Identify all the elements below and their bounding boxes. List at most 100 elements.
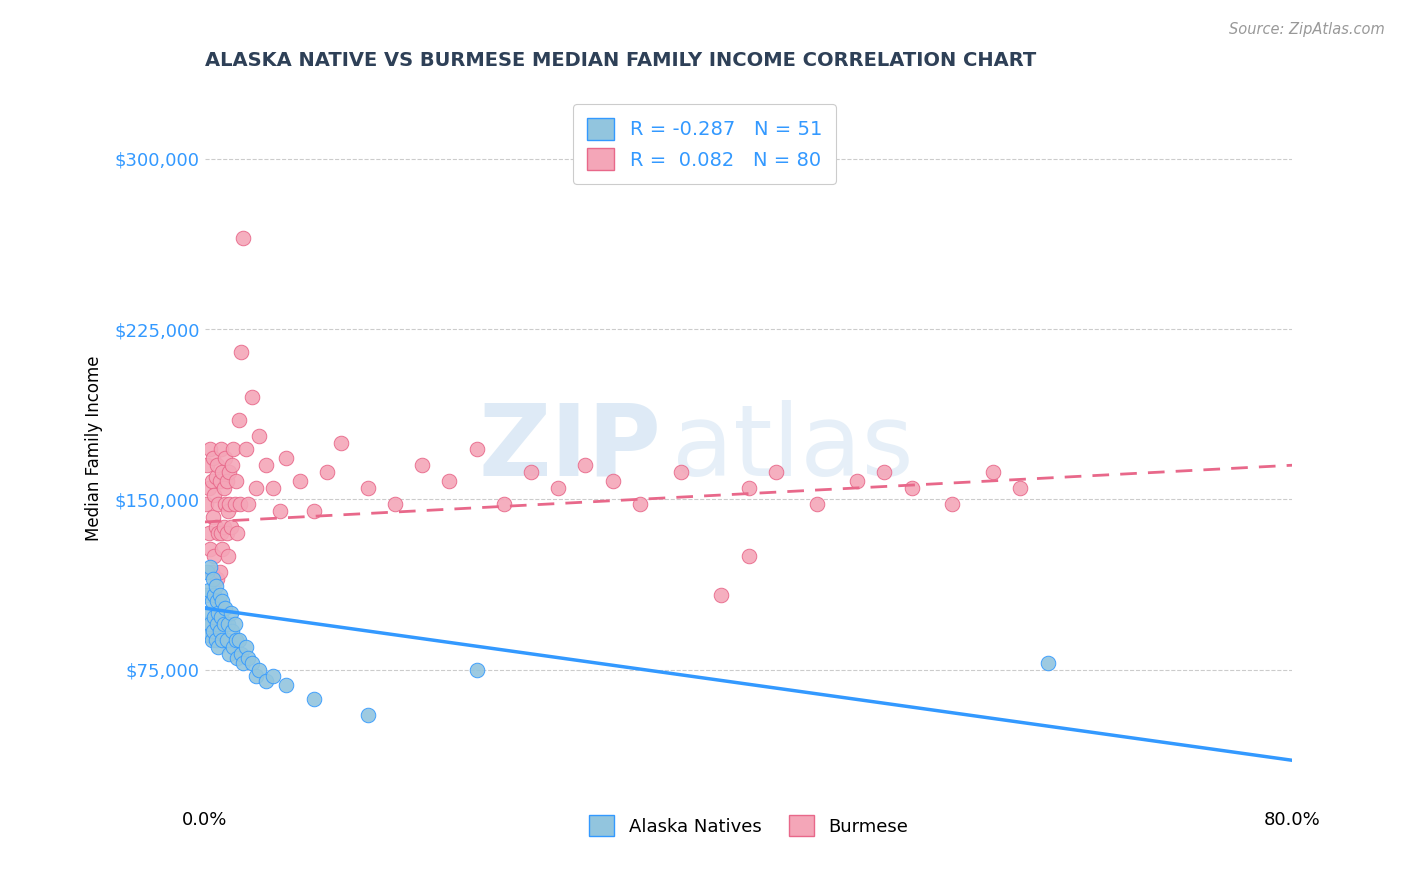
Point (231, 344, 253, 359)
Point (225, 474, 247, 488)
Point (247, 428, 270, 442)
Point (262, 669, 284, 683)
Point (411, 458, 433, 473)
Point (221, 458, 243, 473)
Point (1010, 481, 1032, 495)
Point (204, 469, 226, 483)
Point (254, 458, 277, 473)
Point (384, 497, 406, 511)
Point (238, 651, 260, 665)
Point (232, 231, 254, 245)
Point (218, 465, 240, 479)
Point (208, 565, 231, 579)
Point (846, 474, 869, 488)
Point (211, 542, 233, 557)
Point (204, 632, 226, 647)
Point (207, 606, 229, 620)
Legend: Alaska Natives, Burmese: Alaska Natives, Burmese (582, 808, 915, 843)
Point (765, 465, 787, 479)
Text: ZIP: ZIP (478, 400, 662, 497)
Point (202, 610, 225, 624)
Point (628, 497, 651, 511)
Point (202, 588, 225, 602)
Point (205, 594, 228, 608)
Point (214, 451, 236, 466)
Point (195, 588, 218, 602)
Point (209, 526, 232, 541)
Point (232, 656, 254, 670)
Point (195, 497, 218, 511)
Point (231, 647, 253, 661)
Point (1036, 656, 1059, 670)
Point (226, 651, 249, 665)
Point (211, 465, 233, 479)
Point (197, 565, 219, 579)
Point (200, 542, 222, 557)
Point (229, 497, 252, 511)
Point (207, 497, 229, 511)
Point (981, 465, 1004, 479)
Point (212, 519, 235, 533)
Point (198, 628, 221, 642)
Point (669, 465, 692, 479)
Point (201, 451, 224, 466)
Point (207, 526, 229, 541)
Text: ALASKA NATIVE VS BURMESE MEDIAN FAMILY INCOME CORRELATION CHART: ALASKA NATIVE VS BURMESE MEDIAN FAMILY I… (205, 51, 1036, 70)
Point (215, 632, 238, 647)
Point (208, 474, 231, 488)
Y-axis label: Median Family Income: Median Family Income (86, 355, 103, 541)
Point (221, 624, 243, 638)
Point (465, 663, 488, 677)
Point (217, 549, 239, 563)
Point (207, 640, 229, 654)
Point (276, 451, 298, 466)
Point (737, 549, 759, 563)
Point (547, 481, 569, 495)
Point (204, 519, 226, 533)
Point (520, 465, 543, 479)
Point (198, 526, 221, 541)
Point (212, 617, 235, 632)
Point (201, 510, 224, 524)
Point (806, 497, 828, 511)
Point (219, 519, 242, 533)
Point (222, 442, 245, 457)
Point (302, 503, 325, 517)
Point (900, 481, 922, 495)
Point (602, 474, 624, 488)
Point (214, 497, 236, 511)
Text: atlas: atlas (672, 400, 914, 497)
Point (212, 481, 235, 495)
Point (224, 497, 246, 511)
Point (941, 497, 963, 511)
Point (238, 497, 260, 511)
Point (208, 588, 231, 602)
Point (208, 624, 231, 638)
Point (357, 707, 380, 722)
Point (226, 526, 249, 541)
Point (197, 606, 219, 620)
Point (288, 474, 311, 488)
Point (225, 632, 247, 647)
Point (329, 435, 352, 450)
Point (247, 663, 270, 677)
Point (218, 497, 240, 511)
Point (873, 465, 896, 479)
Point (209, 442, 232, 457)
Point (205, 572, 228, 586)
Point (215, 474, 238, 488)
Point (240, 656, 263, 670)
Text: Source: ZipAtlas.com: Source: ZipAtlas.com (1229, 22, 1385, 37)
Point (211, 594, 233, 608)
Point (269, 503, 291, 517)
Point (222, 640, 245, 654)
Point (214, 601, 236, 615)
Point (245, 669, 267, 683)
Point (198, 583, 221, 598)
Point (240, 390, 263, 404)
Point (198, 481, 221, 495)
Point (200, 632, 222, 647)
Point (205, 617, 228, 632)
Point (737, 481, 759, 495)
Point (228, 413, 250, 427)
